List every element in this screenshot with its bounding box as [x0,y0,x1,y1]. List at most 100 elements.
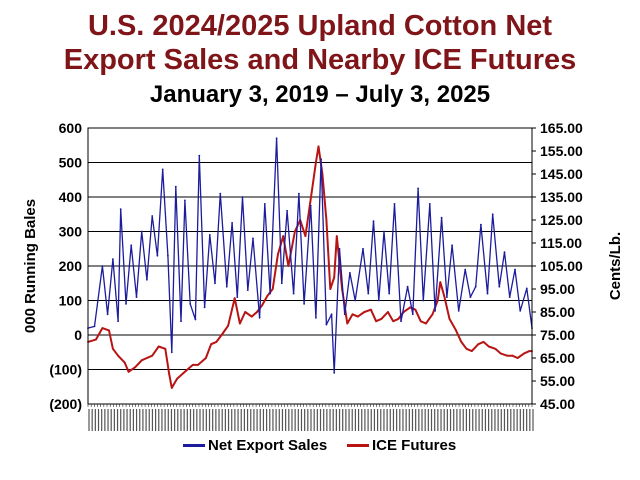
ice-futures-series [87,145,533,389]
data-point [275,137,278,140]
x-tick-label-mark [243,409,245,431]
x-tick-label-mark [481,409,483,431]
data-point [282,235,285,238]
x-tick-label-mark [151,409,154,431]
data-point [315,161,317,164]
right-tick-label: 85.00 [540,304,575,320]
x-tick-label-mark [291,409,293,431]
x-tick-label-mark [234,409,236,431]
x-tick-label-mark [174,409,176,431]
series-line [87,145,532,389]
data-point [140,359,143,362]
data-point [443,295,446,297]
x-tick-label-mark [300,409,303,431]
data-point [112,258,114,260]
data-point [511,354,514,357]
x-tick-label-mark [408,409,410,431]
data-point [180,320,182,323]
x-tick-label-mark [348,409,350,431]
chart-title-line-1: U.S. 2024/2025 Upland Cotton Net [87,10,553,42]
x-tick-label-mark [497,409,499,431]
x-tick-label-mark [297,409,299,431]
x-tick-label-mark [316,409,318,431]
x-tick-label-mark [281,409,284,431]
data-point [189,303,192,305]
data-point [250,315,253,318]
x-tick-label-mark [256,409,258,431]
data-point [436,299,439,302]
data-point [372,220,375,223]
x-tick-label-mark [500,409,502,431]
data-point [346,322,349,325]
data-point [338,247,341,250]
data-point [101,265,104,267]
data-point [95,338,97,341]
x-tick-label-mark [199,409,201,431]
data-point [411,313,414,316]
x-tick-label-mark [332,409,334,431]
data-point [151,215,154,217]
data-point [140,230,143,233]
x-tick-label-mark [488,409,490,431]
data-point [205,357,207,359]
data-point [465,347,468,350]
x-tick-label-mark [186,409,188,431]
data-point [482,341,485,343]
legend-label-ice: ICE Futures [372,436,457,454]
x-tick-label-mark [335,409,337,431]
data-point [528,350,531,352]
x-tick-label-mark [218,409,220,431]
data-point [349,272,351,274]
data-point [325,219,328,221]
data-point [397,318,400,320]
x-tick-label-mark [323,409,325,431]
data-point [266,295,269,297]
x-tick-label-mark [351,409,353,431]
data-point [506,354,508,357]
data-point [125,303,127,305]
data-point [210,343,213,346]
x-tick-label-mark [275,409,277,431]
x-tick-label-mark [373,409,376,431]
data-point [499,352,502,355]
legend-label-net-export: Net Export Sales [208,436,328,454]
x-tick-label-mark [313,409,315,431]
net-export-sales-series [87,137,533,374]
x-tick-label-mark [389,409,391,431]
x-tick-label-mark [94,409,96,431]
data-point [241,196,244,198]
data-point [434,310,436,312]
left-axis-label: 000 Running Bales [22,199,39,333]
left-tick-label: 100 [59,293,83,309]
data-point [516,357,519,359]
left-axis-ticks: 600 500 400 300 200 100 0 (100) (200) [49,120,82,412]
x-tick-label-mark [494,409,496,431]
data-point [261,304,264,306]
x-tick-label-mark [484,409,487,431]
data-point [388,292,391,295]
x-tick-label-mark [361,409,363,431]
x-tick-label-mark [88,409,90,431]
x-tick-label-mark [402,409,404,431]
data-point [184,370,186,373]
x-tick-label-mark [449,409,452,431]
data-point [431,313,434,316]
x-tick-label-mark [142,409,144,431]
right-tick-label: 105.00 [540,258,583,274]
data-point [317,145,320,148]
x-tick-label-mark [472,409,474,431]
data-point [393,203,396,205]
data-point [419,320,422,323]
x-tick-label-mark [97,409,100,431]
right-tick-label: 65.00 [540,350,575,366]
x-tick-label-mark [434,409,436,431]
data-point [244,311,247,313]
data-point [446,296,448,298]
x-tick-label-mark [253,409,255,431]
data-point [294,230,296,233]
x-tick-label-mark [319,409,322,431]
data-point [455,329,457,332]
x-tick-label-mark [357,409,360,431]
x-tick-label-mark [338,409,341,431]
